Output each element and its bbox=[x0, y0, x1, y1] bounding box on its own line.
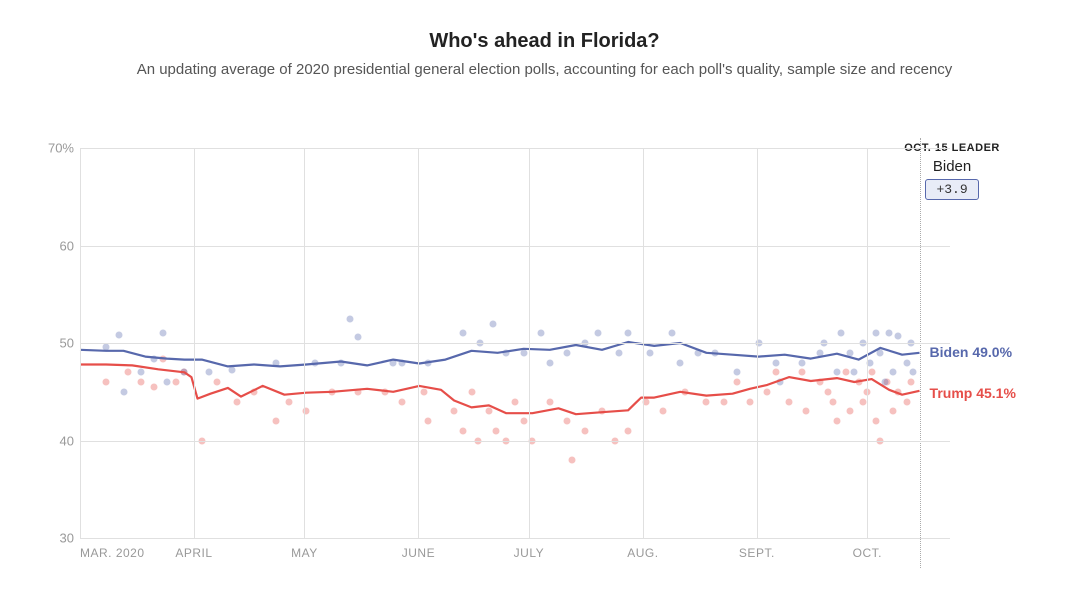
gridline-x bbox=[418, 148, 419, 538]
gridline-x bbox=[194, 148, 195, 538]
y-axis-label: 70% bbox=[48, 141, 74, 156]
gridline-x bbox=[529, 148, 530, 538]
trump-series-label: Trump 45.1% bbox=[930, 385, 1016, 401]
gridline-x bbox=[867, 148, 868, 538]
gridline-x bbox=[643, 148, 644, 538]
trump-line bbox=[80, 365, 920, 415]
biden-line bbox=[80, 342, 920, 366]
gridline-y bbox=[80, 246, 950, 247]
page-subtitle: An updating average of 2020 presidential… bbox=[0, 61, 1089, 78]
x-axis-label: SEPT. bbox=[739, 546, 775, 560]
x-axis-label: JUNE bbox=[402, 546, 435, 560]
y-axis-label: 50 bbox=[60, 336, 74, 351]
x-axis-label: MAY bbox=[291, 546, 318, 560]
biden-series-label: Biden 49.0% bbox=[930, 344, 1012, 360]
x-axis-label: MAR. 2020 bbox=[80, 546, 145, 560]
x-axis-label: OCT. bbox=[853, 546, 882, 560]
leader-name: Biden bbox=[890, 158, 1015, 175]
y-axis-label: 30 bbox=[60, 531, 74, 546]
x-axis-label: APRIL bbox=[175, 546, 212, 560]
leader-margin-badge: +3.9 bbox=[925, 179, 978, 200]
gridline-x bbox=[304, 148, 305, 538]
plot-area: Biden 49.0% Trump 45.1% OCT. 15 LEADER B… bbox=[80, 148, 950, 538]
x-axis-label: JULY bbox=[514, 546, 544, 560]
gridline-x bbox=[757, 148, 758, 538]
gridline-y bbox=[80, 148, 950, 149]
page-title: Who's ahead in Florida? bbox=[0, 30, 1089, 53]
poll-chart: Biden 49.0% Trump 45.1% OCT. 15 LEADER B… bbox=[30, 138, 1060, 588]
x-axis-label: AUG. bbox=[627, 546, 658, 560]
y-axis-label: 40 bbox=[60, 433, 74, 448]
gridline-y bbox=[80, 538, 950, 539]
y-axis-label: 60 bbox=[60, 238, 74, 253]
gridline-y bbox=[80, 441, 950, 442]
leader-callout: OCT. 15 LEADER Biden +3.9 bbox=[890, 142, 1015, 200]
gridline-y bbox=[80, 343, 950, 344]
gridline-x bbox=[80, 148, 81, 538]
